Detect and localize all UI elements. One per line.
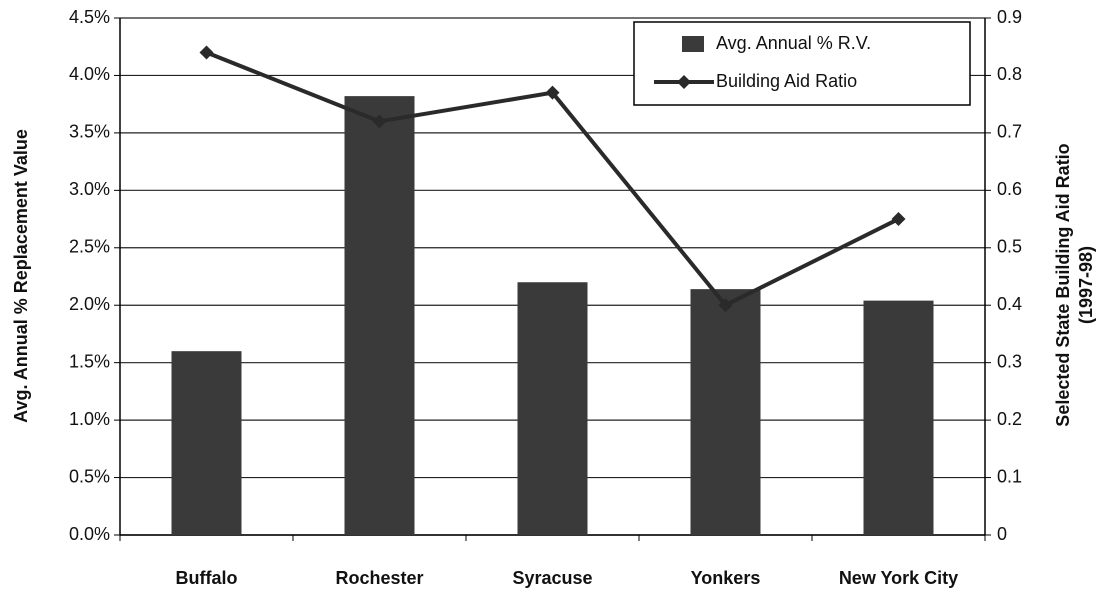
- y-tick-label: 3.0%: [69, 179, 110, 199]
- y-axis-title: Avg. Annual % Replacement Value: [11, 129, 31, 423]
- x-tick-label: Syracuse: [512, 568, 592, 588]
- line-marker: [545, 85, 560, 100]
- y2-tick-label: 0.3: [997, 351, 1022, 371]
- bar: [863, 300, 934, 535]
- y2-tick-label: 0: [997, 524, 1007, 544]
- legend-box: [633, 21, 971, 106]
- y2-tick-label: 0.7: [997, 122, 1022, 142]
- line-marker: [718, 298, 733, 313]
- y-tick-label: 3.5%: [69, 122, 110, 142]
- x-tick-label: New York City: [839, 568, 958, 588]
- y-tick-label: 0.5%: [69, 466, 110, 486]
- bar: [690, 289, 761, 535]
- y2-tick-label: 0.9: [997, 7, 1022, 27]
- y2-tick-label: 0.4: [997, 294, 1022, 314]
- bar: [517, 282, 588, 535]
- line-marker: [372, 114, 387, 129]
- y2-tick-label: 0.8: [997, 64, 1022, 84]
- y2-tick-label: 0.5: [997, 237, 1022, 257]
- x-tick-label: Yonkers: [691, 568, 761, 588]
- bar: [344, 96, 415, 535]
- y2-tick-label: 0.1: [997, 466, 1022, 486]
- line-marker: [199, 45, 214, 60]
- bar: [171, 351, 242, 535]
- y2-axis-title: (1997-98): [1076, 246, 1096, 324]
- legend-swatch: [677, 75, 691, 89]
- y2-tick-label: 0.2: [997, 409, 1022, 429]
- y-tick-label: 1.0%: [69, 409, 110, 429]
- y2-tick-label: 0.6: [997, 179, 1022, 199]
- y2-axis-title: Selected State Building Aid Ratio: [1053, 143, 1073, 426]
- legend-label: Building Aid Ratio: [716, 71, 857, 91]
- x-tick-label: Rochester: [335, 568, 423, 588]
- y-tick-label: 4.0%: [69, 64, 110, 84]
- y-tick-label: 2.0%: [69, 294, 110, 314]
- y-tick-label: 1.5%: [69, 351, 110, 371]
- y-tick-label: 0.0%: [69, 524, 110, 544]
- legend-label: Avg. Annual % R.V.: [716, 33, 871, 53]
- y-tick-label: 2.5%: [69, 237, 110, 257]
- line-marker: [891, 212, 906, 227]
- legend-swatch: [682, 36, 704, 52]
- y-tick-label: 4.5%: [69, 7, 110, 27]
- x-tick-label: Buffalo: [176, 568, 238, 588]
